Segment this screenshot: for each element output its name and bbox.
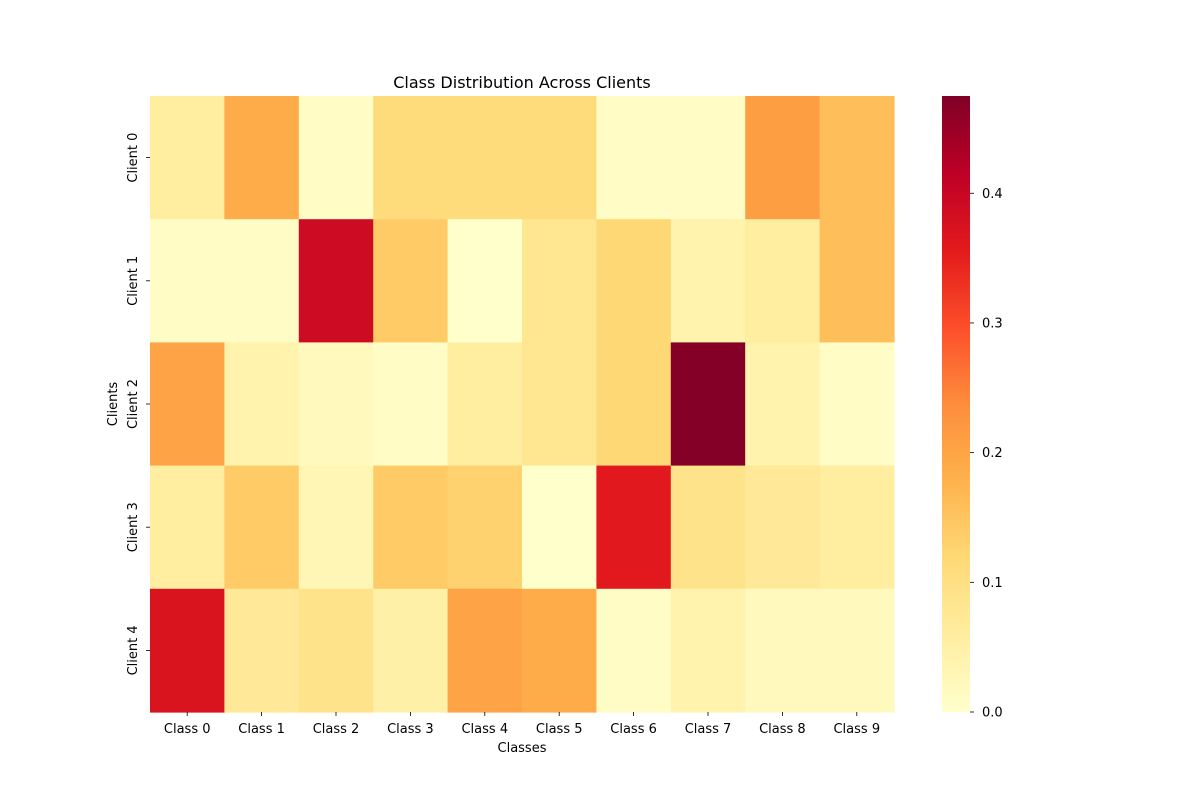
x-tick-label: Class 8 (759, 722, 806, 737)
heatmap-cell (447, 96, 523, 220)
colorbar-tick-label: 0.3 (982, 316, 1003, 331)
heatmap-cell (819, 342, 895, 467)
y-tick-label: Client 0 (126, 133, 141, 183)
heatmap-cells (150, 96, 895, 713)
colorbar-ticks: 0.0 0.1 0.2 0.3 0.4 (970, 187, 1003, 721)
heatmap-cell (745, 465, 821, 590)
x-tick-label: Class 7 (685, 722, 732, 737)
heatmap-cell (819, 219, 895, 343)
heatmap-cell (373, 588, 449, 713)
heatmap-cell (150, 465, 225, 590)
x-tick-label: Class 4 (461, 722, 508, 737)
heatmap-cell (224, 96, 300, 220)
x-tick-label: Class 3 (387, 722, 434, 737)
x-tick-label: Class 0 (164, 722, 211, 737)
x-tick-label: Class 1 (238, 722, 285, 737)
heatmap-cell (298, 219, 374, 343)
heatmap-cell (224, 588, 300, 713)
heatmap-cell (224, 465, 300, 590)
x-axis-label: Classes (498, 741, 547, 756)
heatmap-cell (596, 588, 672, 713)
heatmap-cell (522, 465, 597, 590)
x-axis-ticks: Class 0 Class 1 Class 2 Class 3 Class 4 Class… (164, 712, 880, 737)
heatmap-cell (224, 219, 300, 343)
heatmap-cell (522, 342, 597, 467)
heatmap-cell (596, 342, 672, 467)
heatmap-cell (670, 96, 746, 220)
heatmap-cell (596, 465, 672, 590)
heatmap-cell (298, 588, 374, 713)
x-tick-label: Class 2 (313, 722, 360, 737)
heatmap-cell (298, 96, 374, 220)
heatmap-cell (596, 219, 672, 343)
x-tick-label: Class 5 (536, 722, 583, 737)
colorbar-tick-label: 0.0 (982, 706, 1003, 721)
colorbar-tick-label: 0.2 (982, 446, 1003, 461)
heatmap-cell (150, 219, 225, 343)
heatmap-cell (447, 588, 523, 713)
heatmap-cell (819, 465, 895, 590)
heatmap-cell (150, 588, 225, 713)
heatmap-cell (670, 219, 746, 343)
heatmap-cell (745, 342, 821, 467)
heatmap-cell (522, 219, 597, 343)
y-tick-label: Client 1 (126, 256, 141, 306)
heatmap-cell (150, 96, 225, 220)
heatmap-cell (150, 342, 225, 467)
x-tick-label: Class 6 (610, 722, 657, 737)
heatmap-cell (447, 465, 523, 590)
heatmap-cell (373, 342, 449, 467)
y-tick-label: Client 2 (126, 379, 141, 429)
y-tick-label: Client 4 (126, 625, 141, 675)
y-axis-label: Clients (106, 382, 121, 427)
heatmap-cell (373, 465, 449, 590)
heatmap-cell (522, 588, 597, 713)
y-axis-ticks: Client 0 Client 1 Client 2 Client 3 Client 4 (126, 133, 150, 675)
heatmap-cell (447, 219, 523, 343)
heatmap-cell (819, 96, 895, 220)
heatmap-cell (373, 96, 449, 220)
heatmap-cell (745, 219, 821, 343)
heatmap-cell (298, 465, 374, 590)
heatmap-cell (447, 342, 523, 467)
heatmap-cell (670, 342, 746, 467)
chart-title: Class Distribution Across Clients (393, 73, 651, 92)
heatmap-cell (819, 588, 895, 713)
heatmap-cell (522, 96, 597, 220)
heatmap-cell (373, 219, 449, 343)
heatmap-cell (745, 588, 821, 713)
heatmap-cell (224, 342, 300, 467)
colorbar-tick-label: 0.4 (982, 187, 1003, 202)
y-tick-label: Client 3 (126, 502, 141, 552)
heatmap-cell (670, 588, 746, 713)
heatmap-cell (298, 342, 374, 467)
heatmap-cell (670, 465, 746, 590)
heatmap-cell (596, 96, 672, 220)
colorbar-tick-label: 0.1 (982, 576, 1003, 591)
colorbar (942, 96, 970, 712)
heatmap-cell (745, 96, 821, 220)
x-tick-label: Class 9 (833, 722, 880, 737)
